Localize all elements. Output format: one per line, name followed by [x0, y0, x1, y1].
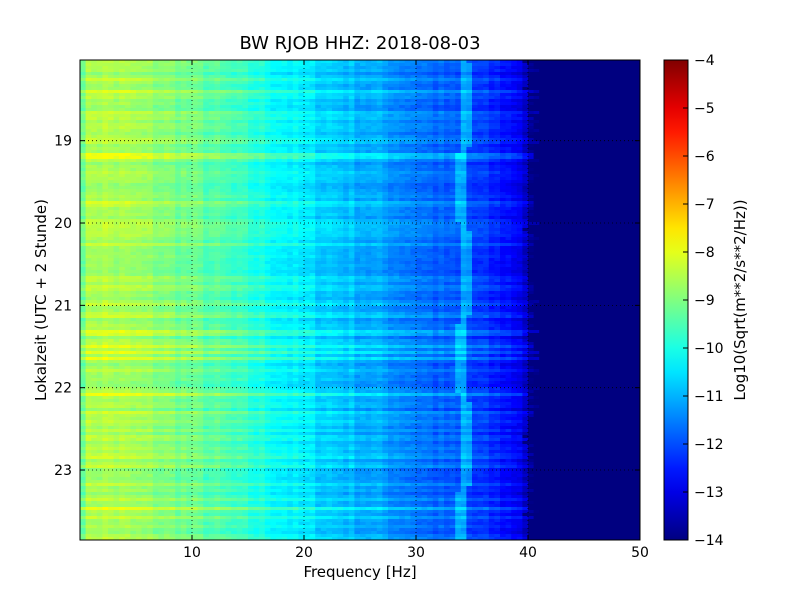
y-tick-label: 23 — [54, 463, 72, 479]
x-tick-label: 10 — [183, 545, 201, 561]
y-tick-label: 19 — [54, 134, 72, 150]
colorbar-label: Log10(Sqrt(m**2/s**2/Hz)) — [731, 199, 749, 400]
y-axis-ticks: 19 20 21 22 23 — [54, 134, 640, 479]
colorbar-tick-label: −12 — [694, 437, 724, 453]
x-axis-label: Frequency [Hz] — [303, 563, 416, 581]
colorbar-tick-label: −13 — [694, 485, 724, 501]
x-tick-label: 50 — [631, 545, 649, 561]
spectrogram-image — [80, 60, 640, 540]
colorbar-tick-label: −9 — [694, 293, 715, 309]
y-tick-label: 22 — [54, 381, 72, 397]
plot-frame — [79, 59, 641, 541]
colorbar-tick-label: −10 — [694, 341, 724, 357]
x-tick-label: 20 — [295, 545, 313, 561]
colorbar-tick-label: −5 — [694, 101, 715, 117]
y-tick-label: 21 — [54, 298, 72, 314]
colorbar-tick-label: −4 — [694, 53, 715, 69]
colorbar-tick-label: −11 — [694, 389, 724, 405]
x-axis-ticks: 10 20 30 40 50 — [183, 60, 649, 561]
chart-title: BW RJOB HHZ: 2018-08-03 — [239, 33, 480, 54]
colorbar-tick-label: −8 — [694, 245, 715, 261]
x-tick-label: 40 — [519, 545, 537, 561]
x-tick-label: 30 — [407, 545, 425, 561]
y-tick-label: 20 — [54, 216, 72, 232]
colorbar-tick-label: −7 — [694, 197, 715, 213]
colorbar-tick-label: −14 — [694, 533, 724, 549]
colorbar-tick-label: −6 — [694, 149, 715, 165]
colorbar-ticks: −4 −5 −6 −7 −8 −9 −10 −11 −12 −13 −14 — [683, 53, 724, 549]
y-axis-label: Lokalzeit (UTC + 2 Stunde) — [32, 199, 50, 401]
grid-lines — [80, 60, 640, 540]
